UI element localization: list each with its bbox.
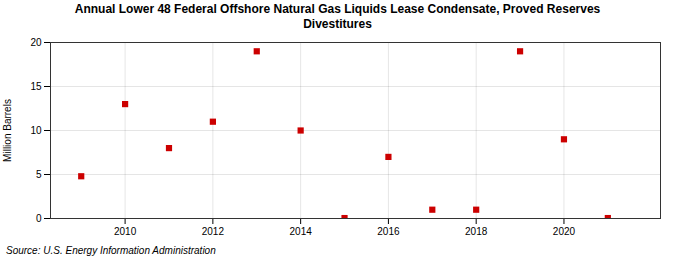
html-text:Annual Lower 48 Federal Offsho: Annual Lower 48 Federal Offshore Natural… [74, 2, 601, 31]
svg-text:2010: 2010 [114, 226, 137, 237]
svg-text:0: 0 [36, 213, 42, 224]
svg-text:10: 10 [30, 125, 42, 136]
svg-text:2016: 2016 [377, 226, 400, 237]
svg-text:2014: 2014 [290, 226, 313, 237]
svg-text:15: 15 [30, 81, 42, 92]
svg-text:20: 20 [30, 37, 42, 48]
svg-text:Million Barrels: Million Barrels [2, 99, 13, 162]
svg-text:5: 5 [36, 169, 42, 180]
svg-text:2012: 2012 [202, 226, 225, 237]
html-text:Source: U.S. Energy Informatio: Source: U.S. Energy Information Administ… [6, 245, 216, 256]
svg-text:2020: 2020 [553, 226, 576, 237]
svg-text:2018: 2018 [465, 226, 488, 237]
